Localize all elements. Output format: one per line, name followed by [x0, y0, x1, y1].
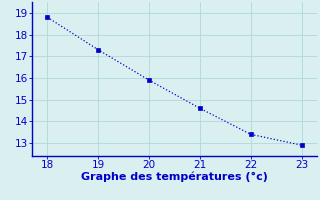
X-axis label: Graphe des températures (°c): Graphe des températures (°c) — [81, 172, 268, 182]
